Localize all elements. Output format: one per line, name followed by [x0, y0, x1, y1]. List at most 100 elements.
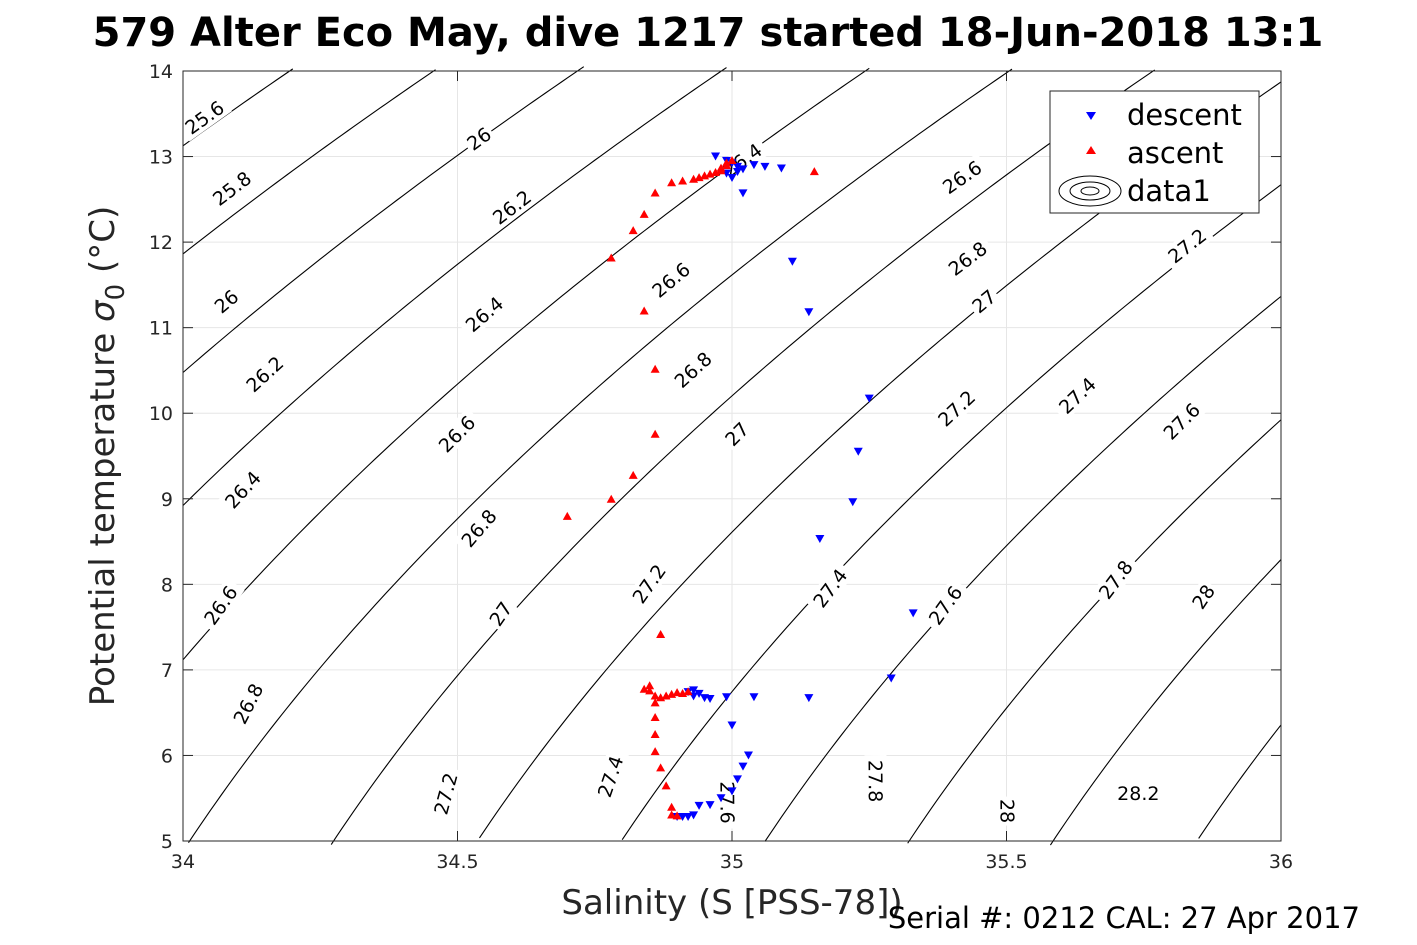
y-tick-label-5: 10 [149, 403, 173, 425]
ascent-point-29 [650, 188, 660, 197]
ascent-point-23 [650, 429, 660, 438]
y-axis-label-subscript: 0 [101, 284, 131, 301]
descent-point-35 [705, 801, 715, 810]
contour-label-bg-28 [996, 796, 1019, 826]
legend-descent-label: descent [1127, 98, 1242, 132]
descent-point-6 [727, 173, 737, 182]
contour-label-bg-23 [864, 754, 887, 808]
contour-label-bg-32 [940, 233, 995, 283]
contour-label-group-28: 28 [995, 796, 1019, 826]
contour-label-group-11: 26.6 [430, 407, 483, 461]
ascent-point-11 [639, 684, 649, 693]
contour-26 [182, 66, 585, 373]
contour-label-bg-0 [176, 93, 232, 142]
descent-point-26 [694, 689, 704, 698]
contour-27.2 [621, 184, 1282, 841]
y-tick-label-3: 8 [161, 574, 173, 596]
ascent-point-7 [650, 712, 660, 721]
contour-label-bg-34 [1159, 220, 1215, 271]
y-axis-label: Potential temperature σ0 (°C) [83, 206, 131, 706]
serial-cal-footer: Serial #: 0212 CAL: 27 Apr 2017 [888, 901, 1360, 935]
y-tick-label-0: 5 [161, 831, 173, 853]
descent-point-7 [732, 167, 742, 176]
contour-label-bg-7 [428, 765, 463, 822]
x-tick-label-2: 35 [720, 851, 744, 873]
contour-label-bg-27 [1091, 552, 1140, 607]
ascent-point-1 [667, 810, 677, 819]
ascent-point-28 [639, 209, 649, 218]
contour-label-bg-4 [216, 462, 269, 517]
descent-point-11 [738, 189, 748, 198]
ascent-point-26 [606, 253, 616, 262]
ascent-point-25 [639, 306, 649, 315]
ascent-point-27 [628, 226, 638, 235]
ascent-point-16 [672, 688, 682, 697]
ascent-point-30 [667, 178, 677, 187]
contour-label-bg-6 [226, 675, 270, 732]
descent-point-32 [732, 775, 742, 784]
ascent-point-5 [650, 747, 660, 756]
contour-label-bg-9 [484, 182, 540, 232]
contour-label-bg-19 [624, 556, 673, 612]
y-tick-label-6: 11 [149, 318, 173, 340]
descent-point-23 [705, 694, 715, 703]
y-axis-label-main: Potential temperature [83, 322, 123, 706]
legend-ascent-marker [1086, 146, 1096, 154]
descent-point-28 [689, 686, 699, 695]
contour-27.4 [764, 295, 1282, 842]
contour-label-group-23: 27.8 [864, 754, 887, 808]
contour-label-bg-8 [460, 121, 498, 156]
x-axis-ticks: 34 34.5 35 35.5 36 [171, 71, 1293, 873]
contour-28 [1198, 724, 1282, 839]
series-ascent [562, 155, 819, 820]
contour-label-bg-12 [453, 501, 505, 555]
y-tick-label-4: 9 [161, 489, 173, 511]
contour-26.6 [188, 68, 1013, 844]
descent-point-3 [732, 162, 742, 171]
descent-point-22 [722, 693, 732, 702]
ascent-point-38 [716, 163, 726, 172]
x-tick-label-1: 34.5 [436, 851, 478, 873]
descent-point-36 [694, 801, 704, 810]
descent-point-9 [760, 162, 770, 171]
y-axis-ticks: 5 6 7 8 9 10 11 12 13 14 [149, 61, 1281, 853]
contour-label-bg-29 [1186, 578, 1221, 615]
descent-point-15 [853, 447, 863, 456]
ascent-point-2 [667, 802, 677, 811]
descent-point-24 [700, 694, 710, 703]
contour-label-bg-18 [718, 415, 755, 452]
legend-descent-marker [1086, 112, 1096, 120]
contour-25.8 [182, 69, 436, 255]
contour-27.6 [907, 419, 1282, 844]
y-tick-label-1: 6 [161, 745, 173, 767]
descent-point-14 [864, 394, 874, 403]
contour-label-group-30: 28.2 [1112, 781, 1165, 805]
ascent-point-31 [678, 176, 688, 185]
descent-point-31 [738, 762, 748, 771]
contour-label-bg-24 [929, 382, 983, 434]
contour-label-bg-33 [965, 283, 1003, 319]
contour-label-bg-17 [666, 343, 720, 396]
x-tick-label-0: 34 [171, 851, 195, 873]
contour-27.8 [1049, 559, 1282, 846]
ascent-point-21 [606, 494, 616, 503]
contour-label-bg-26 [1155, 394, 1208, 448]
contour-label-bg-5 [196, 577, 245, 633]
ascent-point-12 [650, 691, 660, 700]
legend-contour-icon [1058, 175, 1122, 207]
descent-point-20 [804, 694, 814, 703]
contour-26.2 [182, 67, 727, 506]
descent-point-29 [727, 721, 737, 730]
contour-label-bg-13 [483, 595, 518, 632]
y-tick-label-2: 7 [161, 660, 173, 682]
contour-label-bg-22 [921, 577, 970, 633]
descent-point-10 [776, 164, 786, 173]
y-tick-label-7: 12 [149, 232, 173, 254]
descent-point-8 [749, 161, 759, 170]
data-points [562, 152, 918, 822]
y-axis-label-sigma: σ [83, 299, 123, 322]
contour-label-bg-2 [208, 283, 245, 319]
x-tick-label-4: 36 [1269, 851, 1293, 873]
y-tick-label-9: 14 [149, 61, 173, 83]
